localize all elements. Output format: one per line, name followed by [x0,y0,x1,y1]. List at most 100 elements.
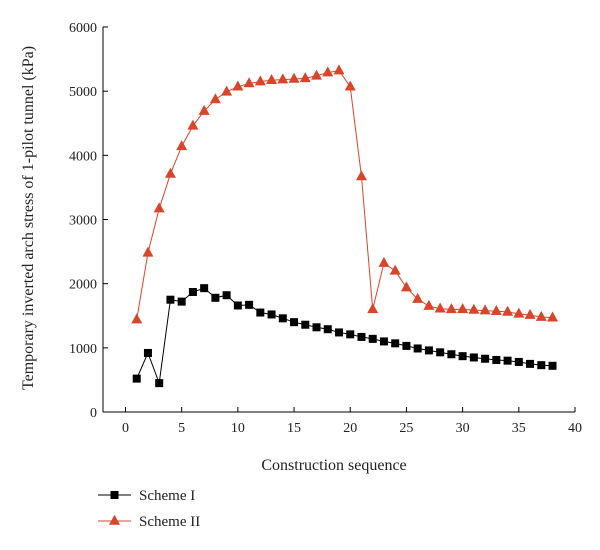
data-point-scheme-ii [367,303,379,314]
data-point-scheme-i [256,308,265,317]
x-tick-label: 30 [456,421,470,436]
data-point-scheme-ii [142,246,154,257]
data-point-scheme-i [346,330,355,339]
data-point-scheme-ii [299,72,311,83]
data-point-scheme-ii [243,77,255,88]
legend-label-scheme-i: Scheme I [139,488,195,504]
plot-area [131,64,559,388]
data-point-scheme-i [312,323,321,332]
data-point-scheme-i [177,297,186,306]
data-point-scheme-i [436,348,445,357]
data-point-scheme-ii [311,69,323,80]
data-point-scheme-ii [266,74,278,85]
data-point-scheme-i [323,325,332,334]
data-point-scheme-i [143,348,152,357]
data-point-scheme-ii [164,167,176,178]
data-point-scheme-ii [254,75,266,86]
data-point-scheme-i [233,301,242,310]
data-point-scheme-i [548,361,557,370]
data-point-scheme-i [447,350,456,359]
data-point-scheme-ii [153,202,165,213]
legend-label-scheme-ii: Scheme II [139,514,200,530]
y-tick-label: 1000 [69,342,97,357]
data-point-scheme-i [211,293,220,302]
data-point-scheme-i [188,288,197,297]
data-point-scheme-ii [187,119,199,130]
data-point-scheme-i [514,357,523,366]
data-point-scheme-i [267,310,276,319]
data-point-scheme-i [278,314,287,323]
data-point-scheme-ii [322,66,334,77]
data-point-scheme-i [368,334,377,343]
data-point-scheme-ii [378,256,390,267]
legend-item-scheme-ii: Scheme II [98,514,200,530]
data-point-scheme-ii [333,64,345,75]
x-tick-label: 35 [512,421,526,436]
data-point-scheme-ii [344,80,356,91]
data-point-scheme-i [526,359,535,368]
y-tick-label: 4000 [69,149,97,164]
data-point-scheme-ii [423,299,435,310]
data-point-scheme-i [222,291,231,300]
data-point-scheme-i [200,284,209,293]
data-point-scheme-i [166,295,175,304]
data-point-scheme-ii [513,307,525,318]
legend-marker-scheme-i [110,491,119,499]
data-point-scheme-i [413,344,422,353]
data-point-scheme-ii [445,303,457,314]
y-tick-label: 0 [90,406,97,421]
x-tick-label: 40 [568,421,582,436]
data-point-scheme-ii [535,310,547,321]
legend: Scheme I Scheme II [98,488,200,530]
y-axis-title: Temporary inverted arch stress of 1-pilo… [20,46,37,390]
legend-marker-scheme-ii [109,514,120,525]
data-point-scheme-i [245,300,254,309]
data-point-scheme-ii [457,303,469,314]
data-point-scheme-i [503,356,512,365]
data-point-scheme-i [335,328,343,337]
data-point-scheme-i [402,341,411,350]
y-tick-label: 5000 [69,85,97,100]
data-point-scheme-ii [389,264,401,275]
data-point-scheme-ii [490,305,502,316]
data-point-scheme-i [301,320,310,329]
data-point-scheme-i [379,337,388,346]
data-point-scheme-i [481,354,490,363]
y-tick-label: 3000 [69,214,97,229]
data-point-scheme-i [492,356,501,365]
data-point-scheme-ii [288,72,300,83]
data-point-scheme-i [357,332,366,341]
data-point-scheme-ii [400,281,412,292]
data-point-scheme-i [424,346,433,355]
data-point-scheme-ii [277,73,289,84]
data-point-scheme-ii [468,303,480,314]
data-point-scheme-ii [209,93,221,104]
data-point-scheme-i [458,352,467,361]
series-line-scheme-ii [136,70,553,320]
x-tick-label: 0 [122,421,129,436]
x-tick-label: 10 [231,421,245,436]
series-scheme-ii [131,64,559,324]
data-point-scheme-ii [232,80,244,91]
data-point-scheme-i [391,339,400,348]
data-point-scheme-ii [434,302,446,313]
data-point-scheme-ii [176,140,188,151]
data-point-scheme-i [290,318,299,327]
data-point-scheme-ii [524,308,536,319]
data-point-scheme-ii [221,85,233,96]
x-tick-label: 15 [287,421,301,436]
x-tick-label: 5 [178,421,185,436]
data-point-scheme-ii [502,305,514,316]
x-axis-title: Construction sequence [261,457,406,474]
data-point-scheme-ii [479,304,491,315]
x-tick-label: 25 [399,421,413,436]
data-point-scheme-ii [131,313,143,324]
data-point-scheme-ii [355,170,367,181]
data-point-scheme-ii [198,104,210,115]
y-tick-label: 2000 [69,278,97,293]
series-scheme-i [132,284,557,388]
data-point-scheme-i [155,379,164,388]
y-tick-label: 6000 [69,21,97,36]
data-point-scheme-i [132,374,141,383]
